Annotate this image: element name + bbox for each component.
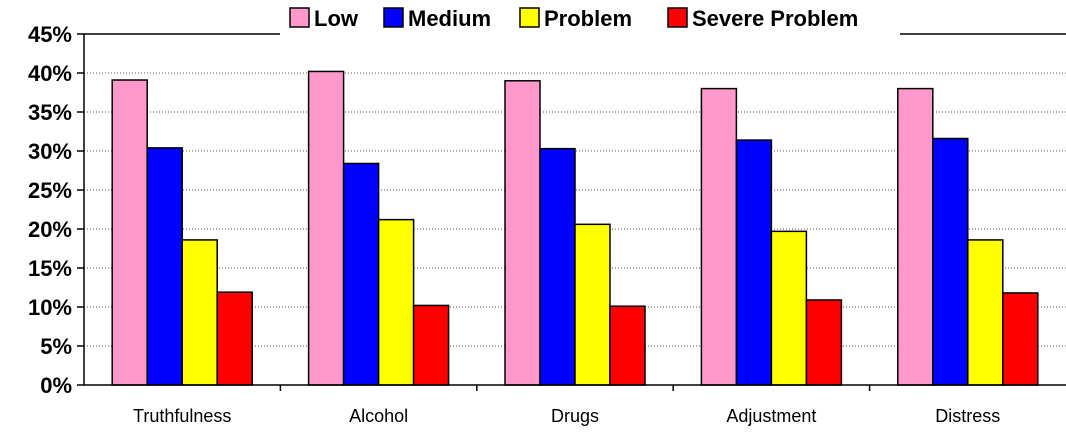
y-tick-label: 25%: [28, 178, 72, 203]
bar: [805, 299, 843, 386]
bar: [504, 80, 541, 386]
legend-swatch: [667, 7, 688, 28]
bar: [307, 70, 345, 386]
bar: [932, 137, 969, 386]
bar: [377, 218, 415, 386]
bar: [735, 139, 773, 386]
y-tick-label: 5%: [40, 334, 72, 359]
legend-swatch: [289, 7, 310, 28]
y-tick-label: 10%: [28, 295, 72, 320]
bar: [181, 239, 218, 386]
legend-label: Severe Problem: [692, 6, 858, 31]
bar: [216, 291, 253, 386]
bar: [111, 79, 148, 386]
bar: [1002, 292, 1039, 386]
bar: [539, 147, 576, 386]
bar: [574, 223, 611, 386]
y-tick-label: 30%: [28, 139, 72, 164]
bar: [412, 304, 450, 386]
bar: [700, 87, 738, 386]
y-tick-label: 40%: [28, 61, 72, 86]
y-tick-label: 45%: [28, 22, 72, 47]
bar: [146, 147, 183, 386]
y-tick-label: 15%: [28, 256, 72, 281]
legend-swatch: [383, 7, 404, 28]
bar: [897, 87, 934, 386]
x-tick-label: Alcohol: [349, 406, 408, 426]
bar: [342, 162, 380, 386]
x-tick-label: Drugs: [551, 406, 599, 426]
bar: [770, 230, 808, 386]
bar: [609, 305, 646, 386]
bar: [967, 239, 1004, 386]
legend-label: Medium: [408, 6, 491, 31]
bars: [111, 70, 1039, 386]
axes: 0% 5% 10% 15% 20% 25% 30% 35% 40% 45% Truthfulness…: [28, 22, 1066, 426]
legend: Low Medium Problem Severe Problem: [289, 6, 858, 31]
x-tick-label: Adjustment: [726, 406, 816, 426]
x-tick-label: Distress: [935, 406, 1000, 426]
legend-label: Problem: [544, 6, 632, 31]
y-tick-label: 0%: [40, 373, 72, 398]
legend-label: Low: [314, 6, 359, 31]
legend-swatch: [519, 7, 540, 28]
x-tick-label: Truthfulness: [133, 406, 231, 426]
y-tick-label: 20%: [28, 217, 72, 242]
y-tick-label: 35%: [28, 100, 72, 125]
